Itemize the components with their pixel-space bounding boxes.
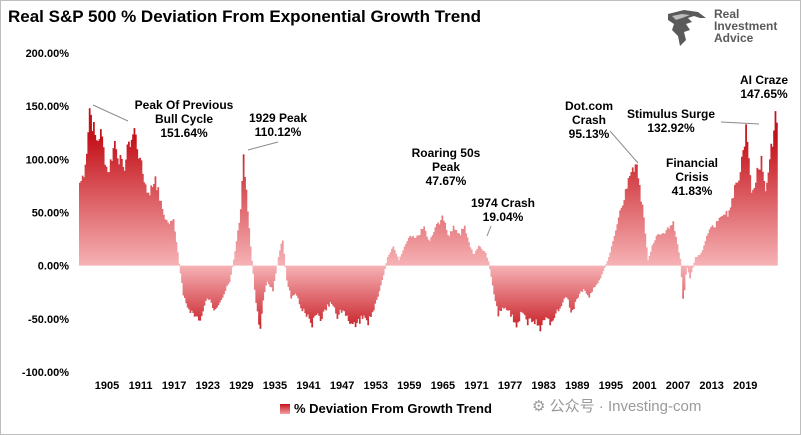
positive-deviation-area xyxy=(79,108,778,266)
annotation-label: 1974 Crash 19.04% xyxy=(471,196,535,224)
x-tick-label: 2001 xyxy=(632,380,656,392)
y-tick-label: 100.00% xyxy=(26,154,70,166)
x-tick-label: 1983 xyxy=(531,380,555,392)
logo-line: Advice xyxy=(714,31,754,45)
annotation-label: Peak Of Previous Bull Cycle 151.64% xyxy=(135,98,234,140)
eagle-icon xyxy=(668,10,706,46)
annotation-label: 1929 Peak 110.12% xyxy=(249,111,307,139)
x-tick-label: 2019 xyxy=(733,380,757,392)
watermark: ⚙ 公众号 · Investing-com xyxy=(532,398,702,415)
logo: Real Investment Advice xyxy=(664,6,794,48)
y-tick-label: 50.00% xyxy=(32,208,70,220)
annotation-label: Financial Crisis 41.83% xyxy=(666,156,718,198)
legend-label: % Deviation From Growth Trend xyxy=(294,401,492,416)
x-tick-label: 1953 xyxy=(363,380,387,392)
x-tick-label: 1929 xyxy=(229,380,253,392)
annotation-leader-line xyxy=(720,121,760,125)
x-axis: 1905 1911 1917 1923 1929 1935 1941 1947 1953 1959… xyxy=(95,380,758,392)
annotation-leader-line xyxy=(92,104,129,122)
x-tick-label: 1917 xyxy=(162,380,186,392)
annotation-label: Dot.com Crash 95.13% xyxy=(565,99,613,141)
legend: % Deviation From Growth Trend xyxy=(280,401,492,417)
x-tick-label: 1923 xyxy=(196,380,220,392)
y-axis: 200.00% 150.00% 100.00% 50.00% 0.00% -50.00% -… xyxy=(22,48,69,379)
x-tick-label: 1911 xyxy=(129,380,153,392)
annotation-label: Roaring 50s Peak 47.67% xyxy=(412,146,481,188)
x-tick-label: 1935 xyxy=(263,380,287,392)
x-tick-label: 1947 xyxy=(330,380,354,392)
annotation-label: Stimulus Surge 132.92% xyxy=(627,107,715,135)
y-tick-label: 200.00% xyxy=(26,48,70,60)
annotation-leader-line xyxy=(486,225,492,237)
y-tick-label: 0.00% xyxy=(38,261,69,273)
x-tick-label: 2007 xyxy=(666,380,690,392)
logo-text: Real Investment Advice xyxy=(714,8,777,44)
x-tick-label: 1977 xyxy=(498,380,522,392)
annotation-leader-line xyxy=(247,141,279,151)
legend-swatch xyxy=(280,404,290,414)
y-tick-label: 150.00% xyxy=(26,101,70,113)
x-tick-label: 1965 xyxy=(431,380,455,392)
negative-deviation-area xyxy=(179,265,694,332)
x-tick-label: 1941 xyxy=(296,380,320,392)
annotation-leader-line xyxy=(609,130,639,164)
series-layer xyxy=(79,108,778,332)
x-tick-label: 1905 xyxy=(95,380,119,392)
x-tick-label: 1989 xyxy=(565,380,589,392)
logo-line: Real xyxy=(714,7,740,21)
x-tick-label: 1971 xyxy=(464,380,488,392)
chart-title: Real S&P 500 % Deviation From Exponentia… xyxy=(8,7,481,26)
x-tick-label: 1995 xyxy=(599,380,623,392)
logo-line: Investment xyxy=(714,19,778,33)
x-tick-label: 1959 xyxy=(397,380,421,392)
annotation-layer: Peak Of Previous Bull Cycle 151.64% 1929 Pe… xyxy=(92,73,788,237)
x-tick-label: 2013 xyxy=(699,380,723,392)
annotation-label: AI Craze 147.65% xyxy=(740,73,788,101)
y-tick-label: -100.00% xyxy=(22,367,69,379)
y-tick-label: -50.00% xyxy=(28,314,69,326)
